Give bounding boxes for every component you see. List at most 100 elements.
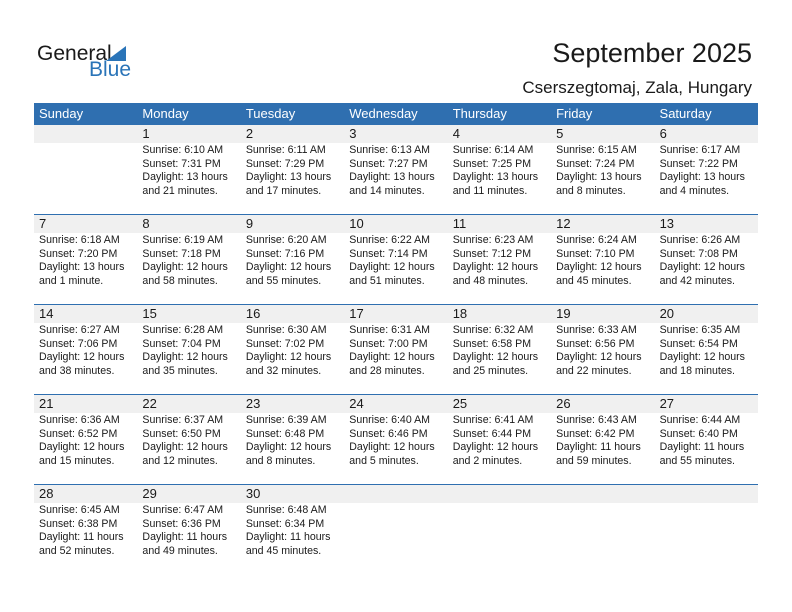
daylight-text: Daylight: 12 hours (452, 441, 539, 453)
daylight-minutes-text: and 22 minutes. (556, 364, 632, 377)
day-cell: 26 Sunrise: 6:43 AM Sunset: 6:42 PM Dayligh… (551, 395, 654, 485)
daylight-text: Daylight: 12 hours (556, 261, 642, 273)
daylight-minutes-text: and 59 minutes. (556, 454, 632, 467)
sunset-text: Sunset: 7:04 PM (142, 337, 221, 350)
logo-blue-text: Blue (89, 58, 132, 81)
daylight-text: Daylight: 12 hours (245, 261, 332, 273)
daylight-minutes-text: and 55 minutes. (659, 454, 735, 467)
sunrise-text: Sunrise: 6:23 AM (452, 234, 534, 246)
daylight-minutes-text: and 8 minutes. (556, 184, 626, 197)
daylight-minutes-text: and 35 minutes. (142, 364, 218, 377)
sun-info: Sunrise: 6:22 AM Sunset: 7:14 PM Daylight:… (349, 234, 447, 288)
daylight-text: Daylight: 12 hours (659, 351, 745, 363)
daylight-text: Daylight: 11 hours (142, 531, 228, 543)
sunrise-text: Sunrise: 6:14 AM (452, 144, 534, 156)
day-cell: 8 Sunrise: 6:19 AM Sunset: 7:18 PM Daylight… (137, 215, 240, 305)
day-number: 28 (39, 486, 54, 501)
daylight-text: Daylight: 13 hours (142, 171, 228, 183)
day-cell: 19 Sunrise: 6:33 AM Sunset: 6:56 PM Dayligh… (551, 305, 654, 395)
sunset-text: Sunset: 7:08 PM (659, 247, 738, 260)
day-cell: 15 Sunrise: 6:28 AM Sunset: 7:04 PM Dayligh… (137, 305, 240, 395)
sun-info: Sunrise: 6:19 AM Sunset: 7:18 PM Daylight:… (142, 234, 240, 288)
sun-info: Sunrise: 6:10 AM Sunset: 7:31 PM Daylight:… (142, 144, 240, 198)
sunset-text: Sunset: 6:50 PM (142, 427, 221, 440)
day-number: 25 (452, 396, 468, 411)
day-number: 6 (659, 126, 667, 141)
day-cell: 18 Sunrise: 6:32 AM Sunset: 6:58 PM Dayligh… (448, 305, 551, 395)
day-cell: 7 Sunrise: 6:18 AM Sunset: 7:20 PM Daylight… (34, 215, 137, 305)
daylight-text: Daylight: 11 hours (659, 441, 745, 453)
daylight-minutes-text: and 28 minutes. (349, 364, 425, 377)
sunset-text: Sunset: 6:56 PM (556, 337, 635, 350)
sunrise-text: Sunrise: 6:31 AM (349, 324, 430, 336)
sun-info: Sunrise: 6:39 AM Sunset: 6:48 PM Daylight:… (246, 414, 344, 468)
daylight-minutes-text: and 12 minutes. (142, 454, 218, 467)
day-number: 10 (349, 216, 364, 231)
sun-info: Sunrise: 6:30 AM Sunset: 7:02 PM Daylight:… (246, 324, 344, 378)
sunrise-text: Sunrise: 6:45 AM (39, 504, 120, 516)
sun-info: Sunrise: 6:41 AM Sunset: 6:44 PM Daylight:… (453, 414, 551, 468)
day-number: 15 (142, 306, 157, 321)
sunset-text: Sunset: 6:48 PM (245, 427, 325, 440)
sunset-text: Sunset: 7:31 PM (142, 157, 221, 170)
day-cell: 25 Sunrise: 6:41 AM Sunset: 6:44 PM Dayligh… (448, 395, 551, 485)
calendar-week: 7 Sunrise: 6:18 AM Sunset: 7:20 PM Daylight… (34, 214, 758, 305)
daylight-text: Daylight: 12 hours (349, 441, 435, 453)
day-number: 20 (659, 306, 675, 321)
sunrise-text: Sunrise: 6:22 AM (349, 234, 430, 246)
sunset-text: Sunset: 6:36 PM (142, 517, 221, 530)
sunset-text: Sunset: 6:52 PM (39, 427, 118, 440)
daylight-text: Daylight: 12 hours (142, 261, 228, 273)
sun-info: Sunrise: 6:26 AM Sunset: 7:08 PM Daylight:… (660, 234, 758, 288)
sun-info: Sunrise: 6:45 AM Sunset: 6:38 PM Daylight:… (39, 504, 137, 558)
sunset-text: Sunset: 6:54 PM (659, 337, 738, 350)
day-number: 4 (452, 126, 460, 141)
sunrise-text: Sunrise: 6:37 AM (142, 414, 224, 426)
day-cell: 24 Sunrise: 6:40 AM Sunset: 6:46 PM Dayligh… (344, 395, 447, 485)
sunset-text: Sunset: 7:06 PM (39, 337, 118, 350)
day-cell: 12 Sunrise: 6:24 AM Sunset: 7:10 PM Dayligh… (551, 215, 654, 305)
sunset-text: Sunset: 7:10 PM (556, 247, 635, 260)
day-cell: 2 Sunrise: 6:11 AM Sunset: 7:29 PM Daylight… (241, 125, 344, 215)
day-number: 27 (659, 396, 675, 411)
date-strip (34, 215, 758, 233)
sunset-text: Sunset: 7:24 PM (556, 157, 635, 170)
day-number: 13 (659, 216, 675, 231)
day-cell: 21 Sunrise: 6:36 AM Sunset: 6:52 PM Dayligh… (34, 395, 137, 485)
day-number: 19 (556, 306, 571, 321)
daylight-minutes-text: and 38 minutes. (39, 364, 115, 377)
sun-info: Sunrise: 6:23 AM Sunset: 7:12 PM Daylight:… (453, 234, 551, 288)
day-cell: 29 Sunrise: 6:47 AM Sunset: 6:36 PM Dayligh… (137, 485, 240, 575)
sunrise-text: Sunrise: 6:28 AM (142, 324, 224, 336)
sunrise-text: Sunrise: 6:39 AM (245, 414, 327, 426)
sunrise-text: Sunrise: 6:48 AM (245, 504, 327, 516)
sunset-text: Sunset: 7:14 PM (349, 247, 428, 260)
daylight-text: Daylight: 12 hours (349, 261, 435, 273)
daylight-minutes-text: and 45 minutes. (556, 274, 632, 287)
sunrise-text: Sunrise: 6:41 AM (452, 414, 534, 426)
daylight-minutes-text: and 14 minutes. (349, 184, 425, 197)
date-strip (34, 125, 758, 143)
sunset-text: Sunset: 6:42 PM (556, 427, 635, 440)
sun-info: Sunrise: 6:47 AM Sunset: 6:36 PM Daylight:… (142, 504, 240, 558)
day-cell: 1 Sunrise: 6:10 AM Sunset: 7:31 PM Daylight… (137, 125, 240, 215)
day-number: 30 (245, 486, 261, 501)
sunrise-text: Sunrise: 6:30 AM (245, 324, 327, 336)
sunset-text: Sunset: 6:46 PM (349, 427, 428, 440)
calendar-week: 21 Sunrise: 6:36 AM Sunset: 6:52 PM Dayligh… (34, 394, 758, 485)
sun-info: Sunrise: 6:32 AM Sunset: 6:58 PM Daylight:… (453, 324, 551, 378)
logo-general-text: General (37, 42, 112, 65)
daylight-text: Daylight: 12 hours (556, 351, 642, 363)
day-number: 17 (349, 306, 364, 321)
sunrise-text: Sunrise: 6:11 AM (245, 144, 326, 156)
sun-info: Sunrise: 6:37 AM Sunset: 6:50 PM Daylight:… (142, 414, 240, 468)
day-number: 23 (245, 396, 261, 411)
sunset-text: Sunset: 7:12 PM (452, 247, 532, 260)
weekday-sunday: Sunday (39, 106, 84, 121)
daylight-text: Daylight: 13 hours (659, 171, 745, 183)
sun-info: Sunrise: 6:20 AM Sunset: 7:16 PM Daylight:… (246, 234, 344, 288)
daylight-minutes-text: and 48 minutes. (452, 274, 529, 287)
daylight-text: Daylight: 13 hours (349, 171, 435, 183)
sunset-text: Sunset: 7:27 PM (349, 157, 428, 170)
day-number: 9 (245, 216, 254, 231)
